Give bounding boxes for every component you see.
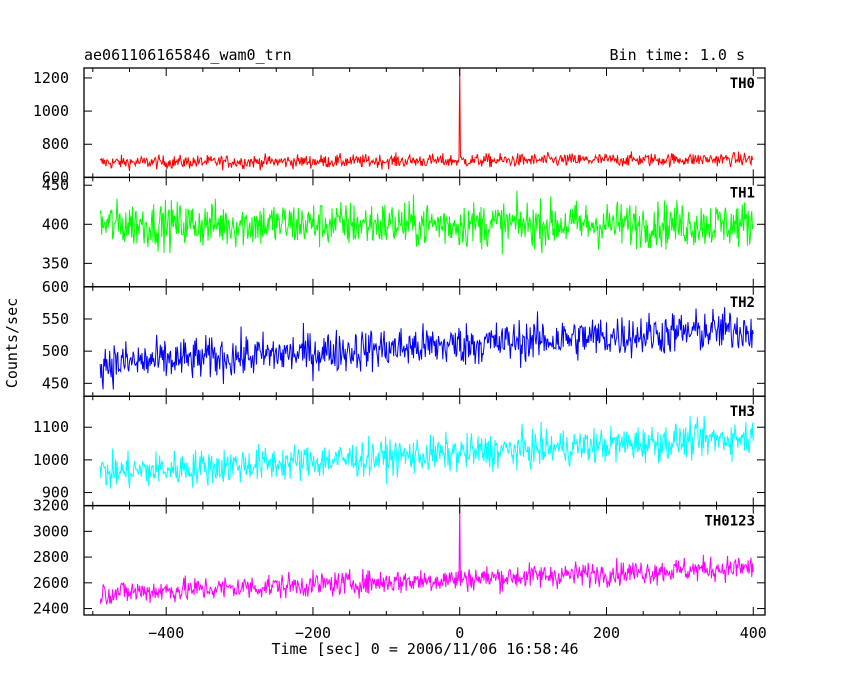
bin-time-label: Bin time: 1.0 s xyxy=(610,46,745,64)
y-tick-label: 2400 xyxy=(33,600,69,618)
y-tick-label: 550 xyxy=(42,310,69,328)
panel-th0123: 2400 2600 2800 3000 3200 TH0123 xyxy=(33,497,766,618)
x-tick-label: −400 xyxy=(148,624,184,642)
y-tick-label: 1000 xyxy=(33,451,69,469)
y-tick-label: 1100 xyxy=(33,418,69,436)
y-tick-label: 600 xyxy=(42,168,69,186)
panel-th3: 900 1000 1100 TH3 xyxy=(33,395,766,507)
y-tick-label: 3200 xyxy=(33,497,69,515)
y-tick-label: 1200 xyxy=(33,69,69,87)
series-th0123 xyxy=(99,505,754,605)
y-tick-label: 500 xyxy=(42,342,69,360)
x-tick-label: −200 xyxy=(295,624,331,642)
y-tick-label: 450 xyxy=(42,176,69,194)
y-tick-label: 400 xyxy=(42,215,69,233)
series-th3 xyxy=(99,415,754,489)
source-name: ae061106165846_wam0_trn xyxy=(84,46,292,64)
y-tick-label: 1000 xyxy=(33,102,69,120)
y-axis-label: Counts/sec xyxy=(3,298,21,388)
x-axis-label: Time [sec] 0 = 2006/11/06 16:58:46 xyxy=(271,640,578,658)
y-tick-label: 900 xyxy=(42,484,69,502)
series-th1 xyxy=(99,190,754,255)
series-th0 xyxy=(99,68,754,172)
panel-label: TH2 xyxy=(730,295,755,311)
panel-label: TH0123 xyxy=(704,514,755,530)
y-tick-label: 800 xyxy=(42,135,69,153)
panel-frame xyxy=(83,504,766,616)
y-tick-label: 2600 xyxy=(33,574,69,592)
panel-th1: 350 400 450 TH1 xyxy=(42,176,766,288)
series-th2 xyxy=(99,307,754,390)
y-tick-label: 600 xyxy=(42,278,69,296)
y-tick-label: 3000 xyxy=(33,522,69,540)
panel-th2: 450 500 550 600 TH2 xyxy=(42,278,766,397)
panel-label: TH1 xyxy=(730,185,755,201)
panel-label: TH3 xyxy=(730,404,755,420)
x-tick-label: 0 xyxy=(455,624,464,642)
panel-th0: 600 800 1000 1200 TH0 xyxy=(33,67,766,186)
panels: 600 800 1000 1200 TH0 350 400 450 TH1 450 500 550 60… xyxy=(33,67,767,642)
y-tick-label: 350 xyxy=(42,254,69,272)
panel-label: TH0 xyxy=(730,76,755,92)
x-tick-label: 400 xyxy=(740,624,767,642)
x-tick-label: 200 xyxy=(593,624,620,642)
y-tick-label: 2800 xyxy=(33,548,69,566)
y-tick-label: 450 xyxy=(42,374,69,392)
